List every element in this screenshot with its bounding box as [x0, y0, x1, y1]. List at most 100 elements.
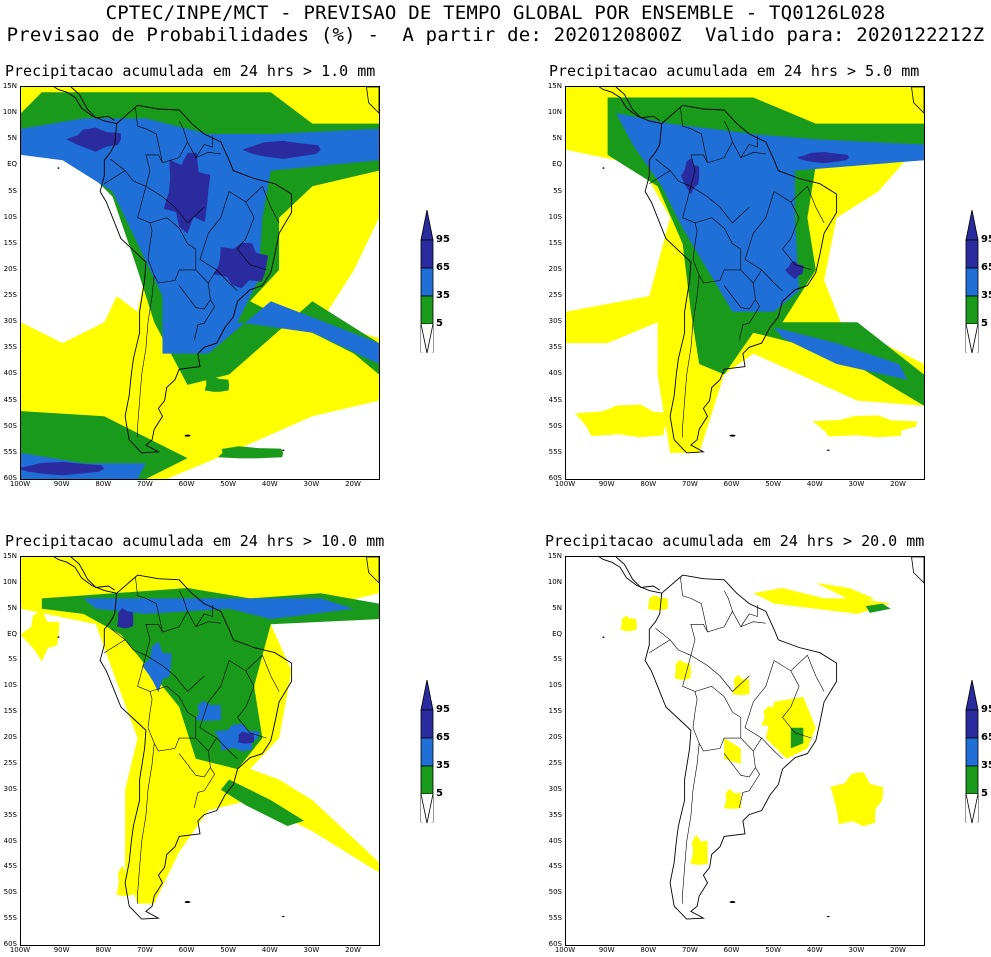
- longitude-label: 50W: [220, 480, 237, 488]
- probability-area: [21, 461, 105, 476]
- latitude-label: 35S: [3, 343, 17, 352]
- island: [184, 901, 191, 904]
- probability-area: [724, 738, 741, 764]
- probability-area: [681, 158, 700, 195]
- colorbar-swatch: [420, 267, 434, 297]
- probability-area: [163, 152, 211, 234]
- latitude-label: 20S: [3, 264, 17, 273]
- latitude-label: 55S: [548, 447, 562, 456]
- latitude-label: 40S: [3, 836, 17, 845]
- latitude-label: 15N: [547, 552, 562, 560]
- latitude-label: 20S: [3, 733, 17, 742]
- central-america-coast: [70, 557, 115, 591]
- island: [184, 434, 191, 437]
- probability-area: [116, 865, 134, 896]
- longitude-label: 30W: [848, 480, 865, 488]
- probability-area: [812, 415, 918, 438]
- latitude-label: 50S: [548, 888, 562, 897]
- country-border: [208, 737, 217, 752]
- colorbar-label: 35: [981, 290, 991, 301]
- country-border: [723, 590, 733, 612]
- country-border: [649, 639, 671, 653]
- country-border: [178, 737, 211, 778]
- latitude-label: 50S: [3, 421, 17, 430]
- coastline: [99, 104, 293, 454]
- coastline: [99, 574, 293, 920]
- colorbar-swatch: [965, 267, 979, 297]
- colorbar-svg: [965, 679, 979, 824]
- latitude-label: 55S: [3, 447, 17, 456]
- colorbar-swatch: [420, 239, 434, 269]
- latitude-label: 10S: [548, 212, 562, 221]
- latitude-label: 15S: [3, 238, 17, 247]
- probability-area: [674, 659, 691, 680]
- colorbar-svg: [965, 209, 979, 354]
- latitude-label: 40S: [548, 369, 562, 378]
- country-border: [738, 767, 760, 808]
- longitude-label: 50W: [220, 946, 237, 954]
- longitude-label: 90W: [53, 480, 70, 488]
- probability-area: [66, 127, 121, 152]
- latitude-label: 25S: [548, 291, 562, 300]
- colorbar-swatch: [965, 765, 979, 795]
- africa-coast: [911, 557, 924, 584]
- probability-area: [647, 595, 668, 611]
- latitude-label: 30S: [548, 317, 562, 326]
- longitude-label: 60W: [178, 946, 195, 954]
- longitude-label: 40W: [806, 480, 823, 488]
- africa-coast: [366, 87, 379, 114]
- probability-map-svg: [21, 87, 379, 479]
- colorbar-label: 95: [981, 704, 991, 715]
- latitude-label: 25S: [548, 758, 562, 767]
- colorbar-label: 65: [436, 732, 450, 743]
- country-border: [245, 185, 280, 224]
- probability-area: [753, 588, 891, 614]
- longitude-label: 60W: [723, 946, 740, 954]
- country-border: [110, 628, 134, 651]
- country-border: [145, 186, 205, 224]
- probability-area: [830, 772, 884, 827]
- latitude-label: 60S: [548, 474, 562, 482]
- colorbar-arrow-top: [965, 209, 979, 241]
- latitude-label: 10S: [3, 212, 17, 221]
- colorbar-label: 35: [981, 760, 991, 771]
- colorbar-swatch: [420, 295, 434, 325]
- country-border: [680, 577, 708, 633]
- country-border: [199, 191, 238, 292]
- colorbar-swatch: [420, 765, 434, 795]
- latitude-label: 10S: [3, 681, 17, 690]
- latitude-label: 55S: [3, 914, 17, 923]
- latitude-label: 15S: [548, 238, 562, 247]
- central-america-coast: [70, 87, 115, 121]
- latitude-label: 30S: [548, 784, 562, 793]
- island: [281, 449, 285, 451]
- country-border: [682, 186, 698, 260]
- latitude-label: 35S: [548, 343, 562, 352]
- country-border: [723, 737, 756, 778]
- latitude-label: 50S: [548, 421, 562, 430]
- country-border: [208, 269, 217, 284]
- probability-map-svg: [21, 557, 379, 920]
- country-border: [178, 590, 188, 612]
- country-border: [753, 737, 762, 752]
- country-border: [744, 660, 783, 760]
- country-border: [135, 577, 163, 633]
- colorbar-label: 65: [981, 732, 991, 743]
- probability-area: [774, 327, 908, 380]
- probability-area: [790, 727, 804, 749]
- island: [602, 167, 605, 169]
- island: [826, 915, 830, 918]
- colorbar-arrow-bottom: [420, 793, 434, 824]
- latitude-label: 15N: [2, 82, 17, 90]
- country-border: [694, 685, 742, 739]
- longitude-label: 90W: [598, 946, 615, 954]
- figure-title-line1: CPTEC/INPE/MCT - PREVISAO DE TEMPO GLOBA…: [105, 2, 886, 24]
- country-border: [738, 299, 760, 341]
- probability-area: [174, 778, 201, 799]
- longitude-label: 70W: [136, 480, 153, 488]
- colorbar-svg: [420, 209, 434, 354]
- probability-area: [142, 641, 172, 693]
- country-border: [692, 727, 741, 752]
- longitude-label: 100W: [9, 480, 31, 488]
- country-border: [178, 120, 188, 142]
